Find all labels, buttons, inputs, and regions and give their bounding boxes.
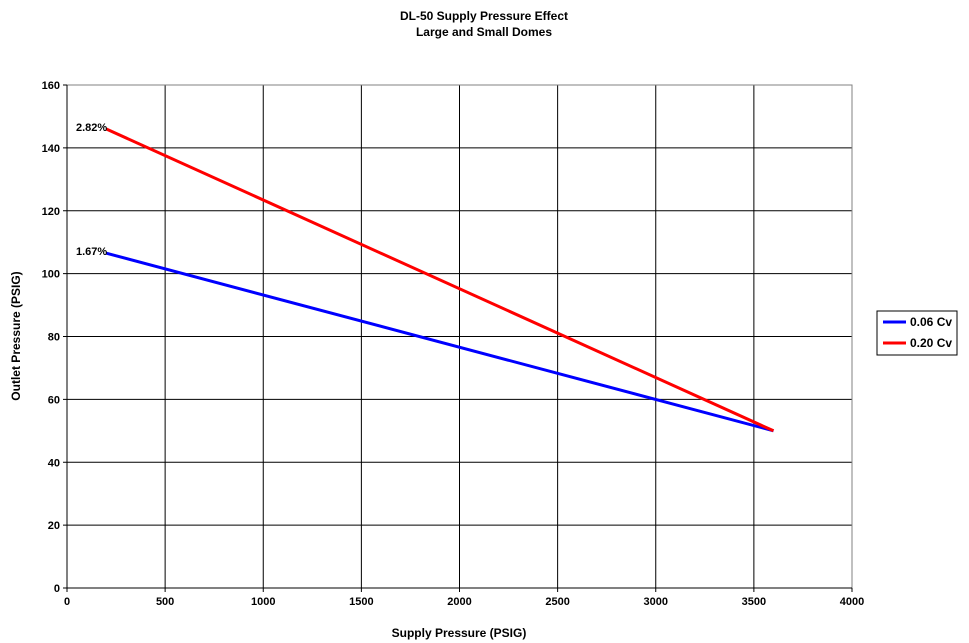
y-tick-label: 40 <box>48 457 60 469</box>
x-tick-label: 4000 <box>840 596 864 608</box>
axes: 0 500 1000 1500 2000 2500 3000 3500 4000 0 20 40 60 8… <box>42 80 865 608</box>
x-tick-label: 3000 <box>644 596 668 608</box>
legend-box <box>876 310 958 356</box>
annotations: 2.82% 1.67% <box>76 122 107 258</box>
legend-label: 0.20 Cv <box>910 336 952 350</box>
annotation-label: 2.82% <box>76 122 107 134</box>
x-tick-label: 1500 <box>349 596 373 608</box>
y-tick-label: 160 <box>42 80 60 92</box>
y-tick-label: 120 <box>42 206 60 218</box>
grid <box>67 85 852 588</box>
legend: 0.06 Cv 0.20 Cv <box>876 310 958 356</box>
legend-label: 0.06 Cv <box>910 315 952 329</box>
series-line-1 <box>105 127 775 433</box>
chart-title: DL-50 Supply Pressure Effect <box>400 9 568 23</box>
y-tick-label: 80 <box>48 332 60 344</box>
chart-subtitle: Large and Small Domes <box>416 25 552 39</box>
annotation-label: 1.67% <box>76 246 107 258</box>
y-tick-label: 0 <box>54 583 60 595</box>
x-tick-label: 2000 <box>447 596 471 608</box>
x-tick-label: 1000 <box>251 596 275 608</box>
series-line-0 <box>105 251 774 433</box>
x-tick-label: 500 <box>156 596 174 608</box>
x-tick-label: 2500 <box>545 596 569 608</box>
y-tick-label: 100 <box>42 269 60 281</box>
y-tick-label: 60 <box>48 394 60 406</box>
y-tick-label: 20 <box>48 520 60 532</box>
x-tick-label: 0 <box>64 596 70 608</box>
y-axis-label: Outlet Pressure (PSIG) <box>9 271 23 400</box>
x-tick-label: 3500 <box>742 596 766 608</box>
series-group <box>105 127 775 433</box>
y-tick-label: 140 <box>42 143 60 155</box>
x-axis-label: Supply Pressure (PSIG) <box>392 626 527 640</box>
